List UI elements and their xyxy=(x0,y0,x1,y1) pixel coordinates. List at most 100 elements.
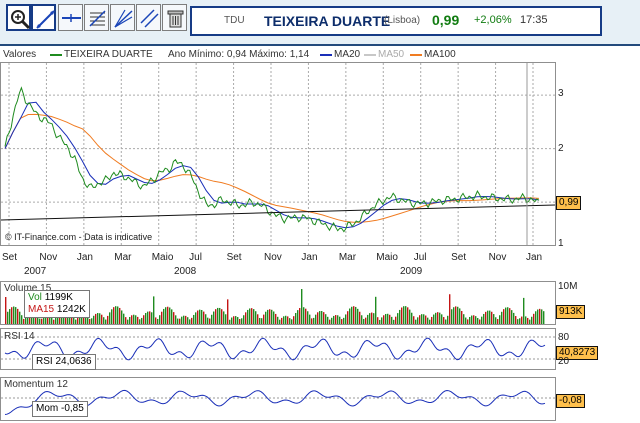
zoom-in-tool-button[interactable] xyxy=(6,4,31,31)
volume-bar xyxy=(171,309,173,324)
volume-bar xyxy=(541,309,543,324)
volume-bar xyxy=(37,315,39,324)
volume-bar xyxy=(125,317,127,324)
volume-bar xyxy=(119,307,121,324)
draw-line-tool-button[interactable] xyxy=(31,4,56,31)
momentum-chart[interactable] xyxy=(0,377,556,421)
fan-tool-button[interactable] xyxy=(110,4,135,31)
volume-bar xyxy=(73,315,75,324)
volume-bar xyxy=(297,310,299,324)
volume-bar xyxy=(533,313,535,324)
volume-bar xyxy=(375,296,377,324)
volume-bar xyxy=(193,314,195,324)
y-tick-1: 1 xyxy=(558,238,564,249)
volume-chart[interactable] xyxy=(0,281,556,325)
watermark: © IT-Finance.com - Data is indicative xyxy=(5,232,152,242)
volume-bar xyxy=(367,314,369,324)
price-line xyxy=(4,86,540,233)
quote-exchange: (Lisboa) xyxy=(384,15,421,26)
volume-bar xyxy=(117,306,119,324)
quote-panel: TDU TEIXEIRA DUARTE (Lisboa) 0,99 +2,06%… xyxy=(190,6,602,36)
x-tick-label: Jan xyxy=(526,252,543,263)
volume-bar xyxy=(411,312,413,324)
volume-bar xyxy=(413,316,415,324)
volume-bar xyxy=(469,316,471,324)
volume-bar xyxy=(397,313,399,324)
volume-bar xyxy=(121,310,123,324)
volume-bar xyxy=(11,307,13,324)
volume-bar xyxy=(201,310,203,324)
volume-bar xyxy=(205,314,207,324)
volume-bar xyxy=(251,308,253,324)
volume-bar xyxy=(441,314,443,324)
volume-legend: Vol 1199K MA15 1242K xyxy=(24,290,90,318)
volume-bar xyxy=(211,314,213,324)
volume-bar xyxy=(513,312,515,324)
volume-bar xyxy=(283,316,285,324)
volume-bar xyxy=(133,314,135,324)
volume-bar xyxy=(87,316,89,324)
momentum-line xyxy=(4,389,546,415)
toolbar: TDU TEIXEIRA DUARTE (Lisboa) 0,99 +2,06%… xyxy=(0,0,640,46)
volume-bar xyxy=(129,316,131,324)
volume-bar xyxy=(491,311,493,324)
volume-bar xyxy=(487,310,489,324)
volume-bar xyxy=(189,319,191,324)
volume-bar xyxy=(477,317,479,324)
volume-bar xyxy=(83,313,85,324)
volume-bar xyxy=(213,311,215,324)
price-chart[interactable]: © IT-Finance.com - Data is indicative xyxy=(0,62,556,246)
volume-bar xyxy=(519,318,521,324)
volume-bar xyxy=(139,319,141,324)
volume-bar xyxy=(179,318,181,324)
momentum-legend: Mom -0,85 xyxy=(32,401,88,417)
volume-bar xyxy=(447,315,449,324)
volume-bar xyxy=(385,313,387,324)
volume-bar xyxy=(393,319,395,324)
volume-bar xyxy=(263,314,265,324)
volume-bar xyxy=(173,312,175,324)
volume-bar xyxy=(337,315,339,324)
price-panel-title: Valores xyxy=(3,49,37,60)
volume-bar xyxy=(177,318,179,324)
x-tick-label: Nov xyxy=(264,252,282,263)
volume-bar xyxy=(47,314,49,324)
volume-bar xyxy=(267,309,269,324)
volume-bar xyxy=(389,314,391,324)
volume-bar xyxy=(273,311,275,324)
volume-bar xyxy=(247,309,249,324)
volume-bar xyxy=(113,307,115,324)
parallel-lines-tool-button[interactable] xyxy=(136,4,161,31)
volume-bar xyxy=(321,311,323,324)
price-last-tag: 0,99 xyxy=(556,196,582,210)
volume-bar xyxy=(151,312,153,324)
volume-bar xyxy=(23,318,25,324)
ma100-line xyxy=(4,113,540,223)
volume-bar xyxy=(407,307,409,324)
quote-price: 0,99 xyxy=(432,12,460,28)
x-tick-label: Jan xyxy=(301,252,318,263)
volume-bar xyxy=(95,313,97,324)
volume-bar xyxy=(343,317,345,324)
volume-bar xyxy=(141,317,143,324)
rsi-tag: 40,8273 xyxy=(556,346,599,360)
volume-bar xyxy=(353,306,355,324)
volume-bar xyxy=(331,317,333,324)
x-tick-label: Jul xyxy=(413,252,427,263)
volume-bar xyxy=(215,309,217,324)
volume-bar xyxy=(57,313,59,324)
fibonacci-tool-button[interactable] xyxy=(84,4,109,31)
trash-icon xyxy=(167,10,184,28)
volume-bar xyxy=(405,306,407,324)
volume-bar xyxy=(395,316,397,324)
vol-label: Vol xyxy=(28,292,42,303)
volume-bar xyxy=(15,307,17,324)
volume-bar xyxy=(217,307,219,324)
fan-lines-icon xyxy=(114,9,133,28)
volume-bar xyxy=(99,313,101,324)
volume-bar xyxy=(55,316,57,324)
volume-bar xyxy=(227,299,229,324)
ma20-line xyxy=(4,101,540,229)
horizontal-line-tool-button[interactable] xyxy=(58,4,83,31)
trash-tool-button[interactable] xyxy=(162,4,187,31)
